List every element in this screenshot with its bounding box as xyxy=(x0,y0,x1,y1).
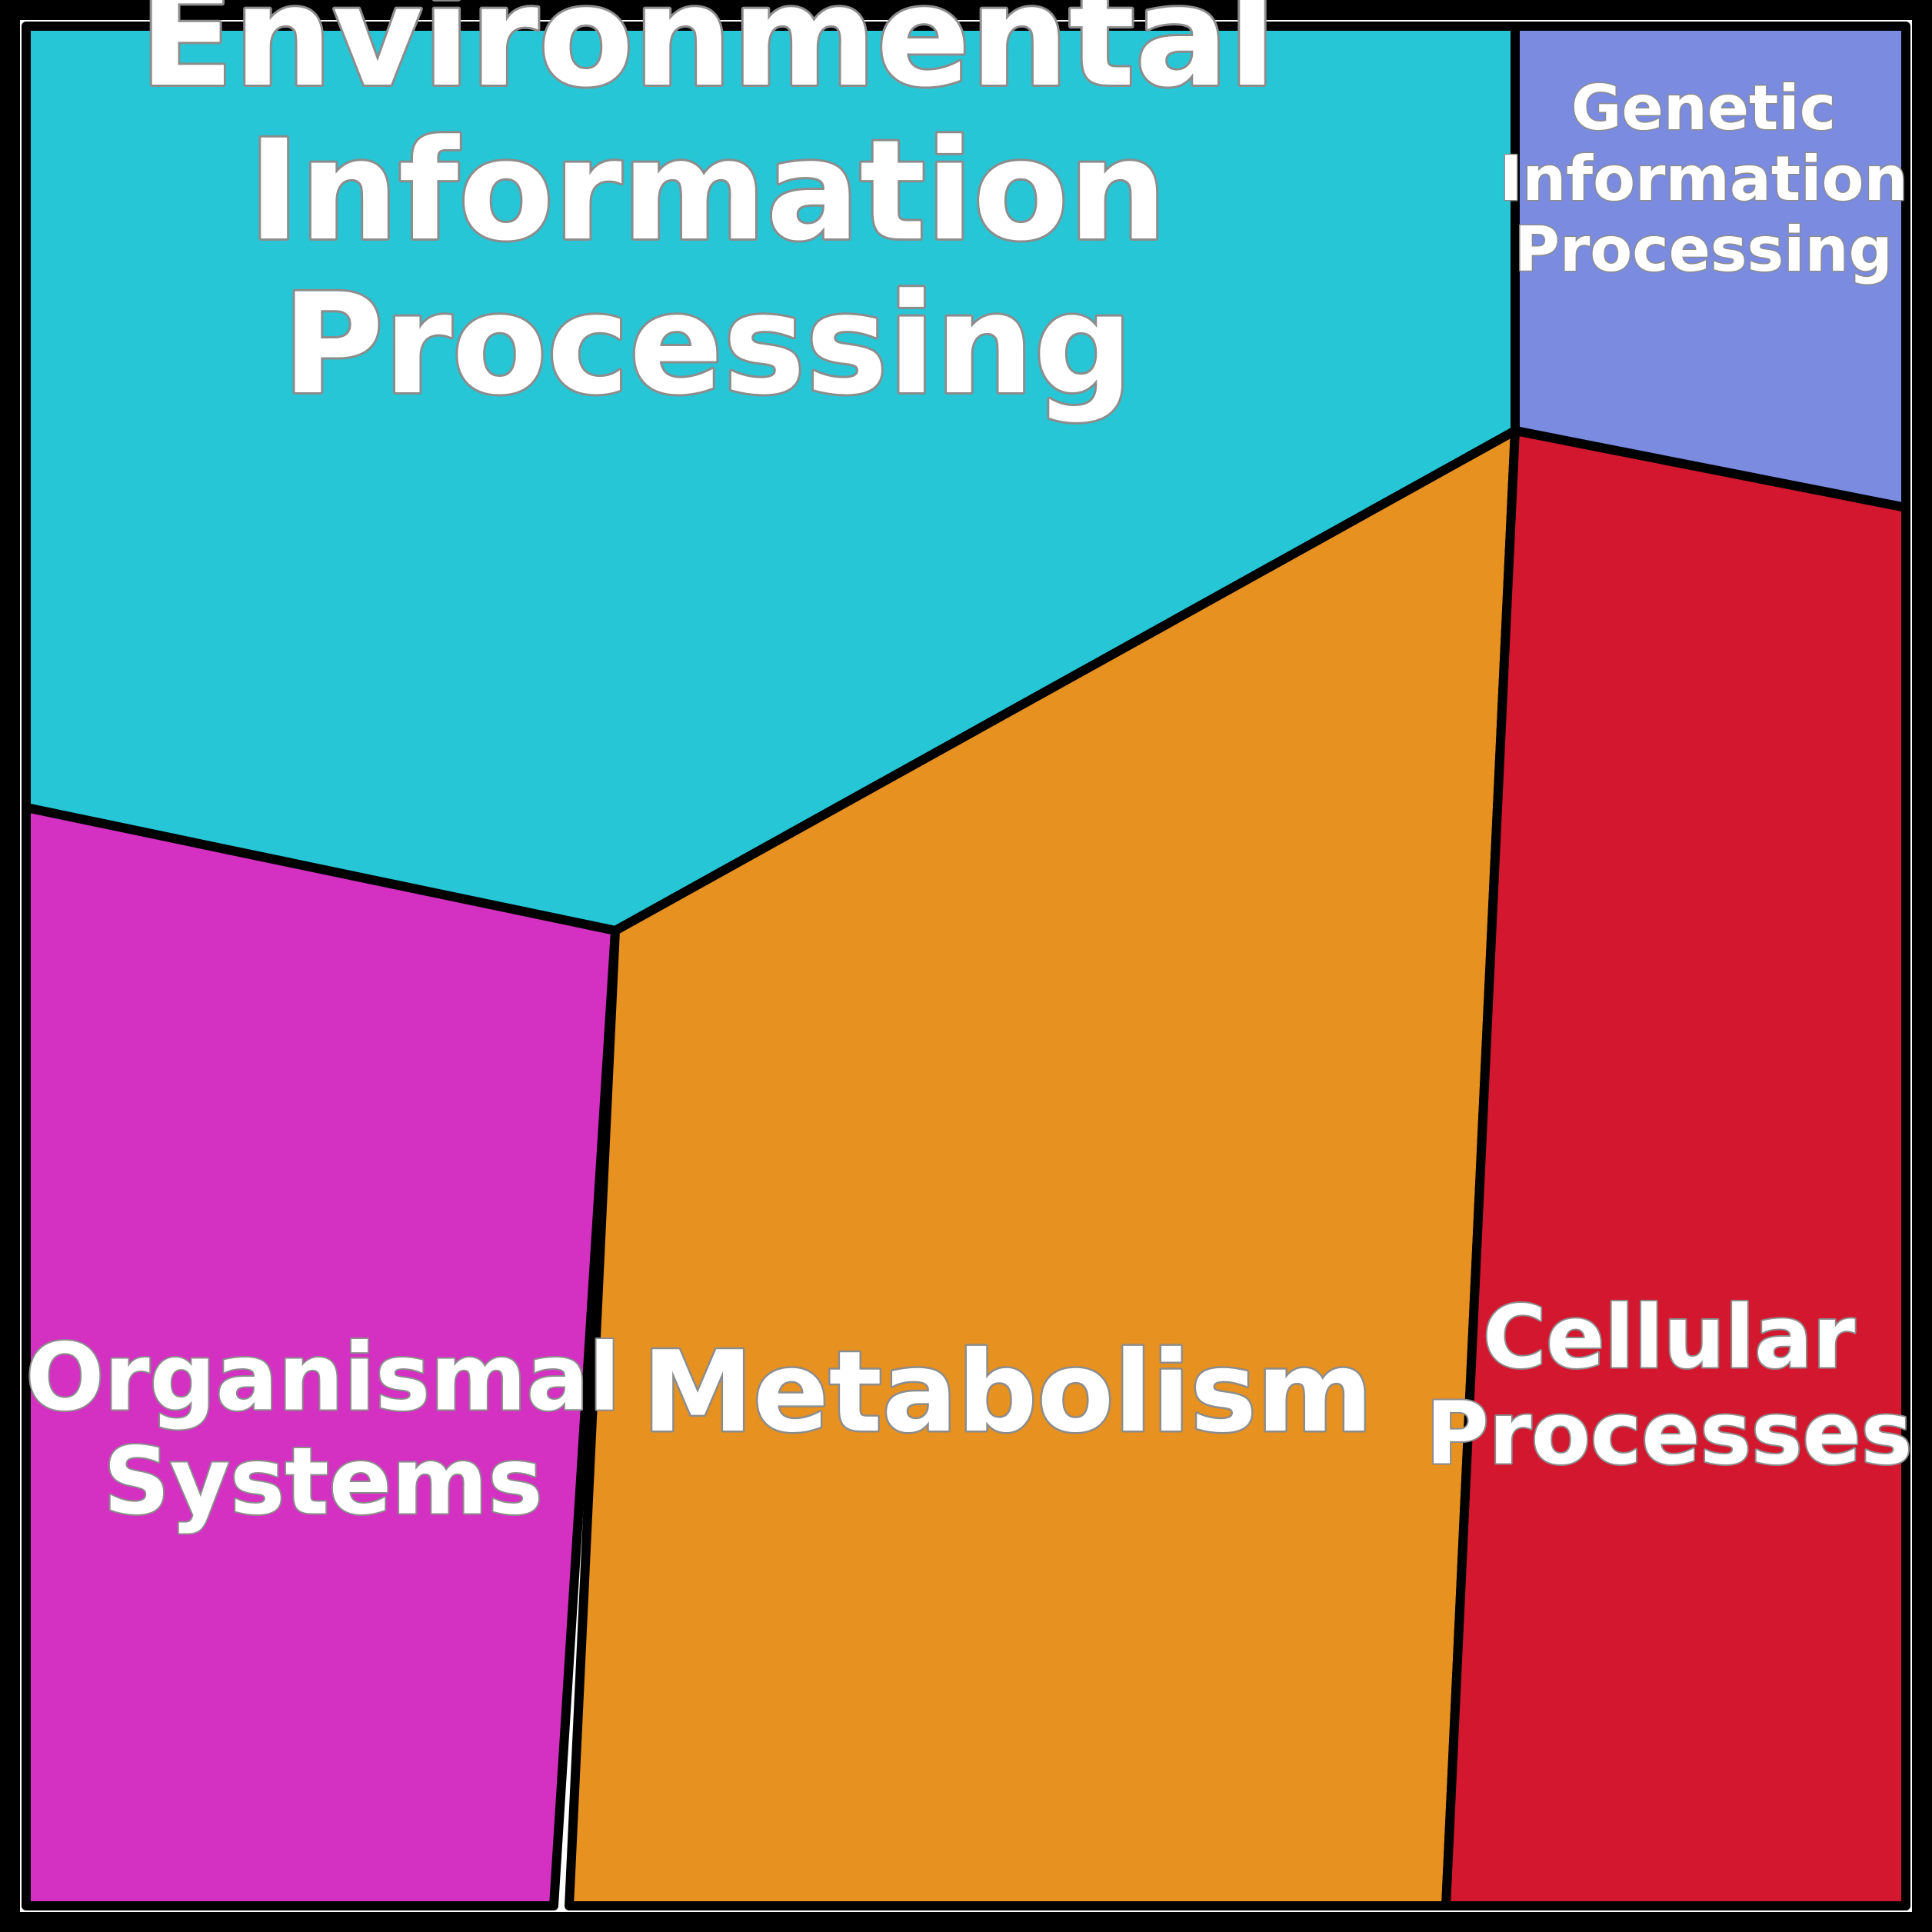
label-text-organismal-systems: Organismal xyxy=(25,1325,620,1432)
label-text-metabolism: Metabolism xyxy=(642,1327,1373,1457)
label-text-env-info-processing: Environmental xyxy=(139,0,1276,118)
voronoi-treemap: EnvironmentalInformationProcessing Geneti… xyxy=(0,0,1932,1932)
label-env-info-processing: EnvironmentalInformationProcessing xyxy=(139,0,1276,425)
label-cellular-processes: CellularProcesses xyxy=(1426,1288,1913,1484)
label-metabolism: Metabolism xyxy=(642,1327,1373,1457)
label-text-cellular-processes: Cellular xyxy=(1483,1288,1855,1388)
label-text-genetic-info-processing: Genetic xyxy=(1571,72,1836,144)
region-cellular-processes xyxy=(1446,431,1906,1906)
label-organismal-systems: OrganismalSystems xyxy=(25,1325,620,1536)
